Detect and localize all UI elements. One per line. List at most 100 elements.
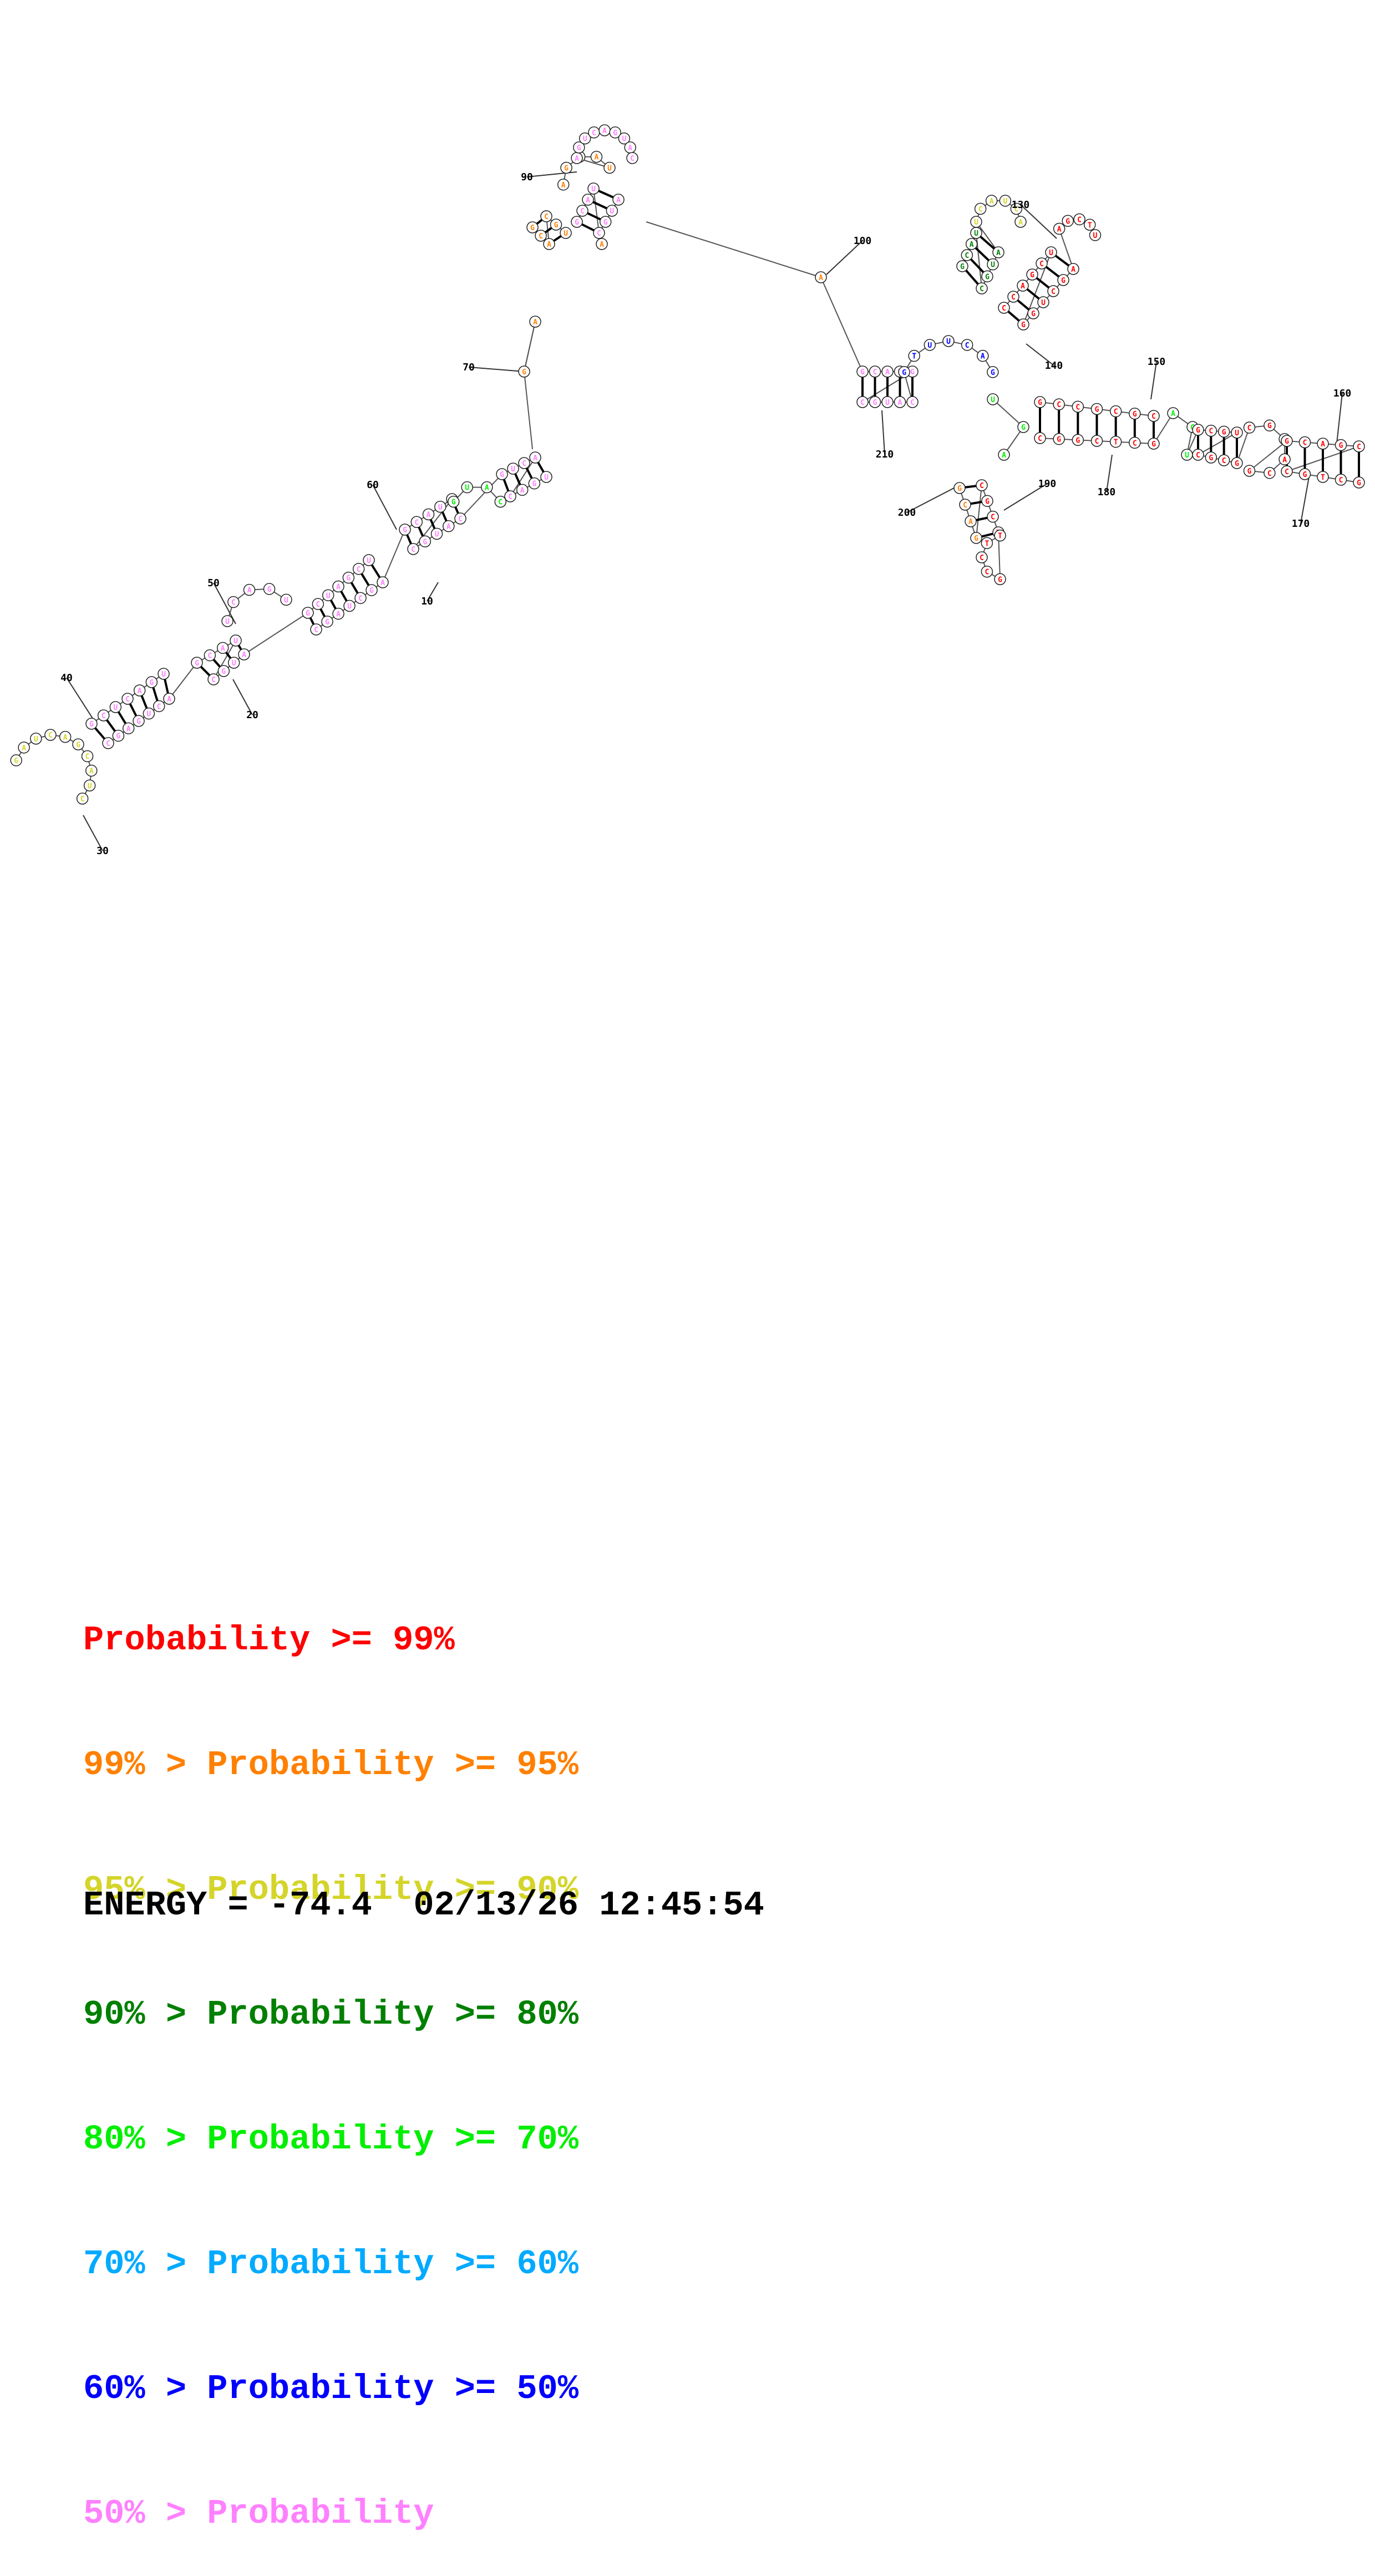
nucleotide-letter: G: [1021, 321, 1026, 329]
nucleotide-letter: T: [912, 353, 916, 361]
nucleotide: [965, 515, 977, 527]
backbone-segment: [1198, 432, 1237, 455]
nucleotide-letter: G: [14, 757, 18, 765]
nucleotide-letter: U: [583, 135, 587, 144]
nucleotide: [1129, 408, 1141, 420]
nucleotide-letter: G: [325, 618, 329, 627]
nucleotide: [1148, 438, 1160, 450]
nucleotide-letter: G: [136, 718, 141, 726]
nucleotide: [332, 580, 344, 593]
nucleotide: [987, 366, 999, 378]
position-label: 40: [60, 672, 73, 684]
legend-row-4: 80% > Probability >= 70%: [83, 2118, 579, 2160]
nucleotide-letter: A: [138, 687, 142, 695]
position-tick: [881, 410, 885, 455]
nucleotide-letter: A: [990, 197, 994, 206]
nucleotide-letter: U: [435, 531, 439, 539]
nucleotide: [540, 471, 552, 483]
nucleotide-letter: C: [458, 515, 463, 524]
nucleotide-letter: A: [427, 511, 431, 520]
nucleotide-letter: U: [974, 230, 978, 238]
nucleotide-letter: G: [149, 679, 154, 687]
nucleotide: [204, 649, 216, 662]
nucleotide: [399, 524, 411, 536]
nucleotide-letter: A: [1057, 226, 1062, 234]
nucleotide-letter: U: [622, 135, 626, 144]
nucleotide: [18, 741, 30, 754]
nucleotide-letter: A: [447, 523, 451, 531]
nucleotide: [576, 205, 588, 217]
nucleotide: [30, 733, 42, 745]
nucleotide-letter: C: [207, 652, 212, 660]
nucleotide: [981, 495, 993, 507]
nucleotide-letter: C: [1114, 408, 1118, 416]
nucleotide-letter: C: [910, 399, 915, 407]
nucleotide: [924, 339, 936, 351]
position-label: 70: [463, 362, 475, 373]
nucleotide-letter: A: [380, 579, 385, 587]
nucleotide-letter: A: [520, 486, 525, 495]
nucleotide-letter: T: [1321, 474, 1325, 482]
nucleotide: [560, 227, 572, 239]
nucleotide-letter: A: [616, 196, 621, 205]
nucleotide-letter: A: [533, 318, 537, 327]
backbone-segment: [646, 221, 821, 278]
nucleotide-letter: A: [600, 241, 604, 249]
nucleotide-letter: U: [1003, 197, 1007, 206]
nucleotide-letter: G: [1030, 271, 1034, 280]
nucleotide: [898, 366, 910, 378]
nucleotide: [227, 657, 240, 669]
nucleotide: [1014, 216, 1027, 228]
nucleotide-letter: C: [592, 129, 596, 138]
nucleotide-letter: A: [602, 127, 607, 135]
nucleotide-letter: G: [532, 480, 536, 489]
nucleotide: [1036, 257, 1048, 270]
nucleotide-letter: U: [438, 504, 443, 512]
nucleotide: [1243, 465, 1256, 477]
nucleotide: [869, 365, 881, 378]
nucleotide-letter: C: [544, 213, 549, 221]
nucleotide: [961, 339, 973, 351]
nucleotide: [81, 750, 94, 763]
nucleotide-letter: C: [1303, 439, 1307, 448]
nucleotide: [603, 161, 616, 174]
nucleotide-letter: A: [336, 611, 341, 619]
nucleotide: [987, 393, 999, 405]
nucleotide-letter: U: [607, 165, 612, 173]
nucleotide: [1053, 222, 1066, 235]
nucleotide: [856, 365, 869, 378]
position-tick: [372, 484, 397, 530]
nucleotide-letter: A: [336, 583, 341, 592]
nucleotide: [976, 282, 988, 294]
nucleotide-letter: A: [22, 744, 26, 753]
nucleotide-letter: C: [125, 695, 130, 704]
nucleotide-letter: C: [991, 514, 995, 522]
base-pair-bonds: [90, 187, 1360, 744]
nucleotide-letter: C: [1077, 216, 1082, 225]
legend-text: Probability >= 50%: [207, 2369, 579, 2409]
nucleotide: [1264, 467, 1276, 479]
nucleotide-letter: C: [357, 566, 361, 574]
nucleotide: [1083, 219, 1096, 231]
nucleotide: [582, 194, 594, 206]
nucleotide: [956, 260, 968, 272]
nucleotide: [238, 648, 250, 660]
nucleotide-letter: G: [910, 368, 915, 377]
nucleotide-letter: G: [1075, 436, 1080, 445]
nucleotide-letter: U: [610, 207, 614, 216]
nucleotide: [321, 616, 333, 628]
position-tick: [1300, 476, 1310, 524]
nucleotide-letter: U: [146, 710, 151, 719]
nucleotide: [1053, 398, 1065, 410]
nucleotide-letter: U: [1041, 299, 1046, 307]
nucleotide-letter: G: [991, 369, 995, 377]
nucleotide-letter: G: [221, 668, 226, 676]
nucleotide-letter: A: [126, 725, 131, 733]
nucleotide: [10, 754, 22, 766]
nucleotide: [1010, 202, 1023, 215]
nucleotide-letter: C: [580, 207, 585, 216]
backbone-segment: [593, 188, 600, 233]
nucleotide: [352, 563, 365, 575]
nucleotide: [1067, 263, 1079, 275]
position-tick: [906, 487, 955, 513]
